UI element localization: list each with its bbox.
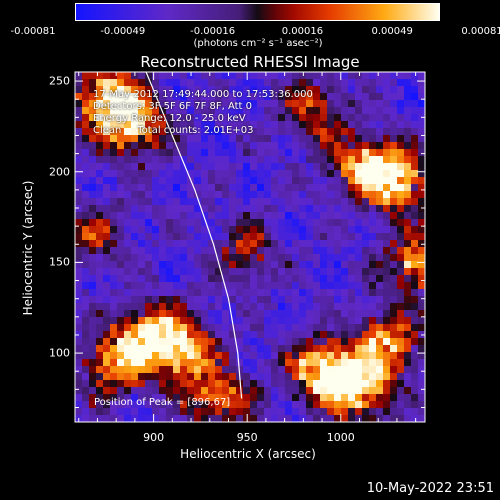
info-energy-range: Energy Range: 12.0 - 25.0 keV	[93, 113, 246, 124]
colorbar-tick-label: -0.00049	[100, 26, 146, 37]
y-axis-label: Heliocentric Y (arcsec)	[21, 180, 35, 316]
colorbar	[75, 3, 440, 21]
x-tick-label: 1000	[326, 431, 355, 444]
timestamp: 10-May-2022 23:51	[366, 481, 494, 496]
info-time-range: 17-May-2012 17:49:44.000 to 17:53:36.000	[93, 89, 313, 100]
x-tick-label: 900	[143, 431, 165, 444]
colorbar-tick-label: -0.00016	[190, 26, 236, 37]
colorbar-tick-label: -0.00081	[10, 26, 56, 37]
peak-position-label: Position of Peak = [896,67]	[94, 397, 231, 408]
heatmap-image	[75, 72, 425, 422]
y-tick-label: 250	[49, 74, 70, 88]
y-tick-label: 150	[49, 255, 70, 269]
colorbar-unit: (photons cm⁻² s⁻¹ asec⁻²)	[193, 38, 323, 49]
colorbar-tick-label: 0.00081	[461, 26, 500, 37]
colorbar-tick-label: 0.00049	[371, 26, 413, 37]
colorbar-tick-label: 0.00016	[281, 26, 324, 37]
plot-frame	[74, 71, 426, 423]
solar-limb-curve	[145, 71, 243, 399]
info-total-counts: Clean Total counts: 2.01E+03	[93, 125, 254, 136]
x-tick-label: 950	[236, 431, 258, 444]
y-tick-label: 100	[49, 346, 70, 360]
x-axis-label: Heliocentric X (arcsec)	[180, 447, 316, 461]
info-detectors: Detectors: 3F 5F 6F 7F 8F, Att 0	[93, 101, 253, 112]
chart-title: Reconstructed RHESSI Image	[140, 53, 360, 71]
y-tick-label: 200	[49, 165, 70, 179]
